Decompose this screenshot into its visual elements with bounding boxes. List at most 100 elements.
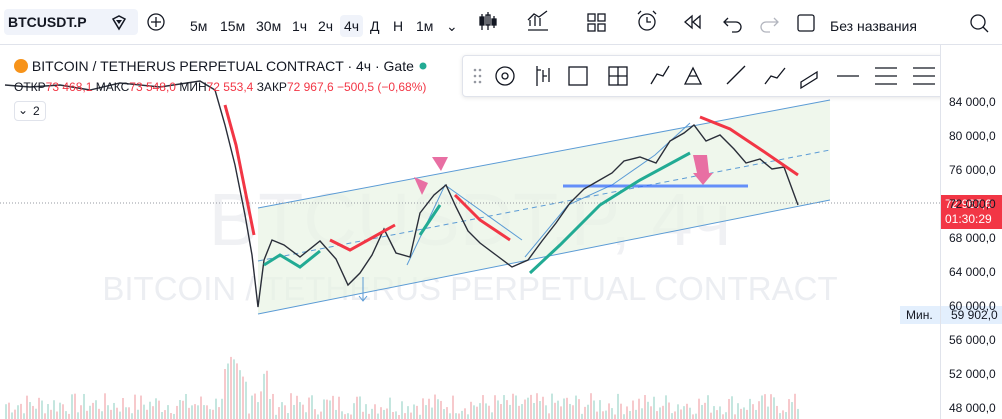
redo-button[interactable] [760, 17, 779, 33]
price-line [4, 80, 799, 308]
symbol-search[interactable]: BTCUSDT.P [4, 9, 138, 35]
volume-bar [641, 408, 643, 419]
tool-grid[interactable] [608, 66, 628, 86]
interval-button[interactable]: 2ч [318, 18, 334, 34]
volume-bar [659, 407, 661, 419]
search-button[interactable] [970, 14, 989, 33]
volume-bar [545, 405, 547, 419]
watermark-description: BITCOIN / TETHERUS PERPETUAL CONTRACT [102, 270, 837, 307]
compare-button[interactable] [146, 12, 166, 32]
volume-bar [464, 408, 466, 419]
volume-bar [488, 405, 490, 419]
interval-button[interactable]: 1м [416, 18, 434, 34]
drawings [257, 99, 831, 315]
price-label: 56 000,0 [949, 333, 996, 347]
interval-button[interactable]: Д [370, 18, 380, 34]
volume-bar [701, 404, 703, 419]
volume-bar [50, 409, 52, 419]
price-scale: 72 967,6 01:30:29 59 902,0 84 000,0 80 00… [940, 45, 1002, 419]
ohlc-value: 72 553,4 [206, 80, 254, 94]
volume-bar [329, 400, 331, 419]
tool-long[interactable] [913, 67, 935, 85]
tool-fib[interactable] [875, 67, 897, 85]
volume-bar [308, 397, 310, 419]
volume-bar [743, 407, 745, 419]
volume-bar [197, 405, 199, 419]
volume-bar [380, 407, 382, 419]
volume-bar [425, 405, 427, 419]
volume-bar [599, 400, 601, 419]
volume-bar [101, 411, 103, 419]
volume-bar [518, 405, 520, 419]
tool-cycle[interactable] [495, 66, 515, 86]
volume-bar [593, 400, 595, 419]
volume-bar [650, 406, 652, 419]
volume-bar [563, 398, 565, 419]
volume-bar [404, 413, 406, 419]
volume-bar [401, 401, 403, 419]
tool-polyline[interactable] [764, 67, 786, 85]
flag-icon[interactable] [110, 13, 128, 31]
volume-bar [761, 395, 763, 419]
volume-bar [116, 407, 118, 419]
volume-bar [368, 413, 370, 419]
tool-pattern[interactable] [683, 66, 703, 85]
indicators-button[interactable] [527, 10, 548, 31]
volume-bar [620, 403, 622, 419]
volume-bar [530, 394, 532, 419]
price-label: 60 000,0 [949, 299, 996, 313]
ohlc-label: МАКС [95, 80, 130, 94]
replay-button[interactable] [684, 14, 701, 30]
volume-bar [218, 407, 220, 419]
volume-bar [734, 414, 736, 419]
volume-bar [692, 414, 694, 419]
volume-bar [671, 413, 673, 419]
volume-bar [644, 395, 646, 419]
indicators-toggle[interactable]: ⌄ 2 [14, 101, 46, 121]
interval-button[interactable]: 1ч [292, 18, 308, 34]
chart-type-button[interactable] [479, 12, 497, 30]
volume-bar [233, 359, 235, 419]
price-label: 52 000,0 [949, 367, 996, 381]
undo-button[interactable] [723, 17, 742, 33]
tool-path[interactable] [650, 65, 670, 85]
ohlc-label: ОТКР [14, 80, 46, 94]
tool-bars[interactable] [536, 66, 550, 86]
layout-checkbox[interactable] [797, 14, 815, 32]
volume-bar [632, 400, 634, 419]
volume-bar [179, 400, 181, 419]
volume-bar [263, 373, 265, 419]
interval-button[interactable]: 15м [220, 18, 246, 34]
interval-button[interactable]: 4ч [340, 15, 364, 37]
volume-bar [266, 370, 268, 419]
volume-bar [20, 403, 22, 419]
volume-bar [107, 405, 109, 419]
volume-bar [458, 413, 460, 419]
layout-name[interactable]: Без названия [830, 18, 917, 34]
volume-bar [317, 414, 319, 419]
volume-bar [140, 395, 142, 419]
volume-bar [35, 408, 37, 419]
volume-bar [554, 402, 556, 419]
interval-button[interactable]: 30м [256, 18, 282, 34]
volume-bar [293, 404, 295, 419]
templates-button[interactable] [587, 13, 606, 32]
volume-bar [587, 404, 589, 419]
price-label: 76 000,0 [949, 163, 996, 177]
volume-bar [785, 412, 787, 419]
interval-button[interactable]: 5м [190, 18, 208, 34]
volume-bar [686, 403, 688, 419]
volume-bar [710, 412, 712, 419]
tool-channel[interactable] [800, 70, 818, 90]
markers [414, 155, 713, 195]
volume-bar [467, 414, 469, 419]
interval-button[interactable]: Н [393, 18, 404, 34]
tool-rect[interactable] [568, 66, 588, 86]
interval-more[interactable]: ⌄ [446, 18, 458, 34]
volume-bar [494, 395, 496, 419]
alert-button[interactable] [637, 10, 657, 31]
volume-bar [320, 411, 322, 419]
tool-trend[interactable] [726, 65, 746, 85]
legend-title-text: BITCOIN / TETHERUS PERPETUAL CONTRACT · … [31, 58, 414, 74]
volume-bar [725, 412, 727, 419]
